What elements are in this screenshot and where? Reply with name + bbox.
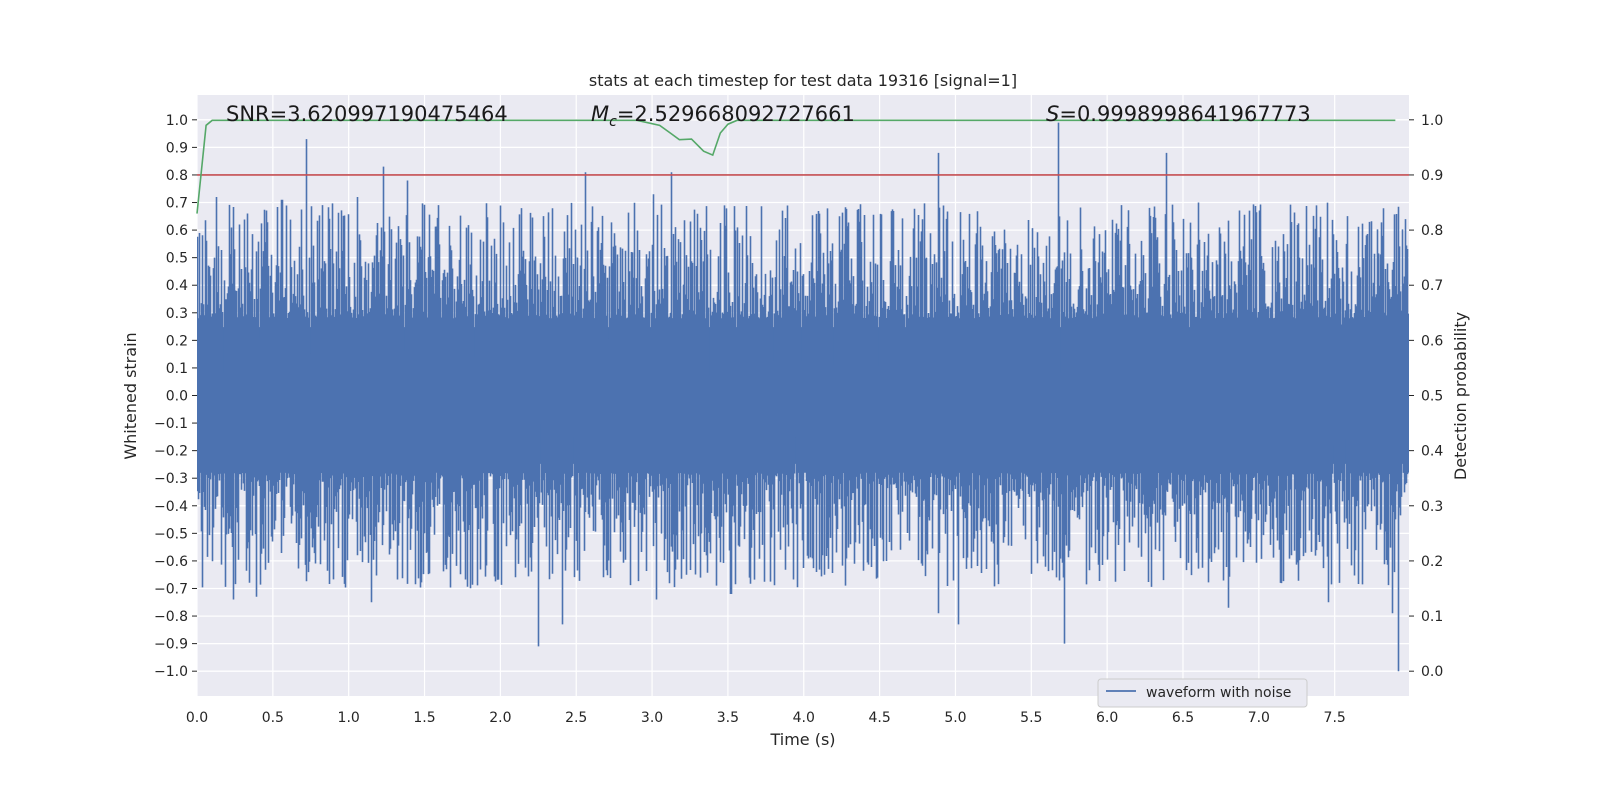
x-tick-label: 7.0	[1248, 710, 1270, 726]
score-symbol: S	[1046, 102, 1059, 126]
x-tick-label: 2.0	[489, 710, 511, 726]
x-tick-label: 4.0	[793, 710, 815, 726]
y-axis-label: Whitened strain	[121, 332, 140, 459]
x-tick-label: 7.5	[1324, 710, 1346, 726]
y-tick-label: −0.6	[154, 554, 188, 570]
y-tick-label: 0.2	[166, 333, 188, 349]
y2-axis-label: Detection probability	[1451, 312, 1470, 480]
x-tick-label: 6.5	[1172, 710, 1194, 726]
x-tick-label: 0.0	[186, 710, 208, 726]
waveform-trace	[197, 122, 1409, 672]
y-tick-label: 1.0	[166, 113, 188, 129]
score-value: =0.9998998641967773	[1059, 102, 1310, 126]
chirp-mass-symbol: M	[591, 102, 609, 126]
y2-tick-labels: 1.0 0.9 0.8 0.7 0.6 0.5 0.4 0.3 0.2 0.1 0.0	[1409, 113, 1443, 680]
x-tick-label: 3.0	[641, 710, 663, 726]
y-tick-label: −0.9	[154, 637, 188, 653]
snr-annotation: SNR=3.620997190475464	[226, 102, 508, 126]
y-tick-labels: 1.0 0.9 0.8 0.7 0.6 0.5 0.4 0.3 0.2 0.1 0.0 −0.1 −0.…	[154, 113, 197, 680]
chirp-mass-annotation: Mc=2.529668092727661	[591, 102, 855, 130]
y2-tick-label: 0.3	[1421, 499, 1443, 515]
x-axis-label: Time (s)	[769, 730, 835, 749]
y2-tick-label: 0.1	[1421, 609, 1443, 625]
legend: waveform with noise	[1097, 678, 1308, 708]
x-tick-label: 1.0	[338, 710, 360, 726]
score-annotation: S=0.9998998641967773	[1046, 102, 1311, 126]
y-tick-label: 0.5	[166, 251, 188, 267]
detection-probability-line	[196, 119, 1396, 214]
y-tick-label: −0.7	[154, 581, 188, 597]
y2-tick-label: 1.0	[1421, 113, 1443, 129]
y-tick-label: 0.3	[166, 306, 188, 322]
x-tick-label: 1.5	[413, 710, 435, 726]
y2-tick-label: 0.0	[1421, 664, 1443, 680]
y-tick-label: 0.1	[166, 361, 188, 377]
y-tick-label: −1.0	[154, 664, 188, 680]
x-tick-label: 5.0	[944, 710, 966, 726]
y-tick-label: −0.3	[154, 471, 188, 487]
y2-tick-label: 0.5	[1421, 389, 1443, 405]
y-tick-label: 0.9	[166, 140, 188, 156]
waveform-series	[197, 122, 1409, 672]
chirp-mass-subscript: c	[609, 114, 617, 130]
y-tick-label: −0.2	[154, 444, 188, 460]
y-tick-label: −0.8	[154, 609, 188, 625]
x-tick-label: 3.5	[717, 710, 739, 726]
y-tick-label: 0.8	[166, 168, 188, 184]
legend-entry: waveform with noise	[1146, 685, 1291, 701]
y2-tick-label: 0.6	[1421, 333, 1443, 349]
x-tick-label: 0.5	[262, 710, 284, 726]
y-tick-label: 0.4	[166, 278, 188, 294]
x-tick-label: 4.5	[868, 710, 890, 726]
y2-tick-label: 0.2	[1421, 554, 1443, 570]
x-tick-label: 5.5	[1020, 710, 1042, 726]
y2-tick-label: 0.7	[1421, 278, 1443, 294]
x-tick-label: 6.0	[1096, 710, 1118, 726]
y2-tick-label: 0.8	[1421, 223, 1443, 239]
chirp-mass-value: =2.529668092727661	[617, 102, 855, 126]
y-tick-label: −0.1	[154, 416, 188, 432]
y-tick-label: 0.7	[166, 196, 188, 212]
y-tick-label: 0.6	[166, 223, 188, 239]
y-tick-label: −0.4	[154, 499, 188, 515]
y2-tick-label: 0.9	[1421, 168, 1443, 184]
legend-box	[1097, 678, 1308, 708]
y-tick-label: 0.0	[166, 389, 188, 405]
y-tick-label: −0.5	[154, 526, 188, 542]
x-tick-labels: 0.0 0.5 1.0 1.5 2.0 2.5 3.0 3.5 4.0 4.5 5.0 5.5 6.0 6…	[186, 710, 1346, 726]
chart-title: stats at each timestep for test data 193…	[589, 71, 1017, 90]
y2-tick-label: 0.4	[1421, 444, 1443, 460]
x-tick-label: 2.5	[565, 710, 587, 726]
